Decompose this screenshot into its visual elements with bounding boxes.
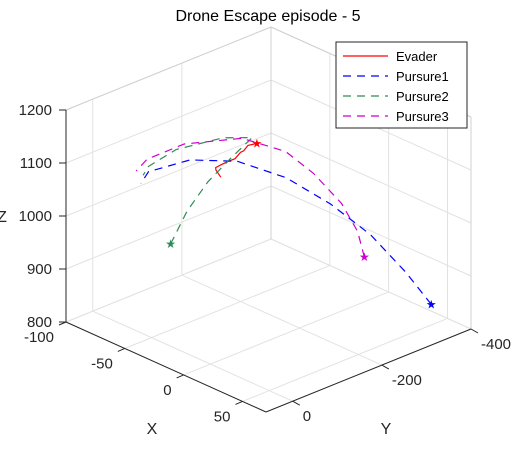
grid-line bbox=[65, 185, 272, 270]
grid-line bbox=[124, 265, 331, 349]
grid-line bbox=[183, 291, 389, 376]
x-tick-label: 0 bbox=[163, 382, 171, 399]
y-axis-line bbox=[265, 328, 472, 413]
x-tick-mark bbox=[176, 374, 184, 379]
grid-line bbox=[65, 238, 272, 323]
grid-line bbox=[65, 26, 272, 111]
grid-line bbox=[270, 132, 472, 224]
z-tick-label: 1000 bbox=[19, 208, 52, 225]
ticks-layer: -100 -50 0 50 -400 -200 0 800 900 1000 1100 1200 bbox=[19, 102, 511, 425]
series-layer: ★ ★ ★ ★ bbox=[135, 136, 437, 311]
x-tick-label: 50 bbox=[214, 408, 231, 425]
grid-line bbox=[270, 185, 472, 277]
series-line-pursure1 bbox=[140, 159, 432, 305]
grid-line bbox=[181, 274, 383, 366]
y-tick-mark bbox=[470, 328, 479, 334]
legend: Evader Pursure1 Pursure2 Pursure3 bbox=[335, 41, 468, 129]
z-tick-label: 1100 bbox=[20, 155, 52, 172]
z-tick-label: 800 bbox=[27, 314, 52, 331]
z-tick-label: 900 bbox=[27, 261, 52, 278]
x-tick-mark bbox=[117, 348, 126, 352]
legend-label-pursure1: Pursure1 bbox=[396, 69, 449, 84]
grid-line bbox=[65, 79, 272, 164]
grid-line bbox=[65, 132, 272, 217]
z-axis-label: Z bbox=[0, 209, 7, 226]
legend-items: Evader Pursure1 Pursure2 Pursure3 bbox=[343, 49, 449, 124]
start-marker-evader: ★ bbox=[252, 136, 263, 150]
grid-line bbox=[92, 310, 293, 402]
legend-label-pursure2: Pursure2 bbox=[396, 89, 449, 104]
axes-layer bbox=[58, 109, 479, 413]
y-tick-label: 0 bbox=[303, 408, 311, 425]
y-tick-mark bbox=[292, 400, 300, 406]
legend-label-evader: Evader bbox=[396, 49, 438, 64]
grid-line bbox=[270, 238, 472, 330]
y-tick-mark bbox=[381, 364, 390, 370]
z-tick-label: 1200 bbox=[19, 102, 52, 119]
x-tick-label: -50 bbox=[91, 355, 113, 372]
y-tick-label: -400 bbox=[481, 336, 511, 353]
series-line-pursure2 bbox=[142, 136, 254, 245]
x-axis-line bbox=[65, 321, 267, 413]
legend-label-pursure3: Pursure3 bbox=[396, 109, 449, 124]
x-tick-label: -100 bbox=[24, 329, 54, 346]
start-marker-pursure2: ★ bbox=[165, 237, 176, 251]
start-marker-pursure3: ★ bbox=[359, 250, 370, 264]
grid-line bbox=[242, 317, 448, 402]
chart-title: Drone Escape episode - 5 bbox=[176, 8, 361, 25]
y-tick-label: -200 bbox=[392, 372, 422, 389]
x-tick-mark bbox=[235, 400, 243, 405]
x-axis-label: X bbox=[147, 421, 158, 438]
start-marker-pursure1: ★ bbox=[426, 297, 437, 311]
y-axis-label: Y bbox=[381, 421, 392, 438]
